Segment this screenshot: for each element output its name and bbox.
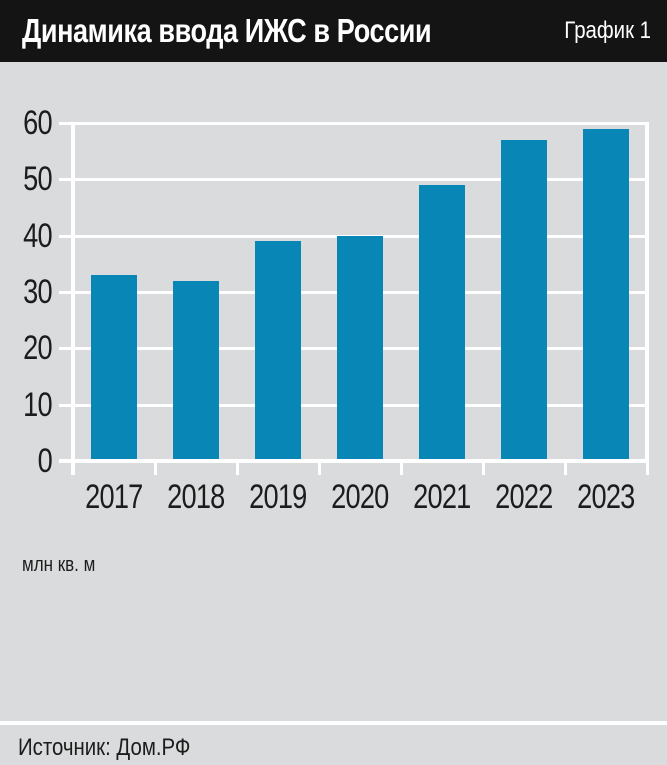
x-axis-label-text: 2020	[331, 478, 389, 516]
y-axis-label-text: 20	[23, 329, 52, 368]
y-axis-label-20: 20	[0, 331, 52, 365]
x-axis-label-text: 2019	[249, 478, 307, 516]
y-units-label: млн кв. м	[22, 554, 96, 576]
page-title-text: Динамика ввода ИЖС в России	[22, 12, 432, 49]
y-tick-60	[59, 122, 71, 125]
y-tick-50	[59, 178, 71, 182]
y-axis-line	[71, 123, 75, 475]
y-axis-label-40: 40	[0, 219, 52, 253]
y-axis-label-text: 40	[23, 216, 52, 255]
x-tick-3	[318, 459, 321, 475]
x-axis-label-text: 2017	[85, 478, 143, 516]
x-axis-label-text: 2021	[413, 478, 471, 516]
y-axis-label-text: 0	[37, 442, 53, 480]
y-axis-label-text: 30	[23, 273, 52, 311]
x-axis-line	[59, 459, 649, 463]
bar-2021	[419, 185, 465, 461]
gridline-50	[71, 178, 649, 182]
y-tick-20	[59, 347, 71, 351]
x-axis-label-2022: 2022	[483, 480, 565, 514]
x-axis-label-2018: 2018	[155, 480, 237, 514]
x-tick-4	[400, 459, 403, 475]
x-axis-label-text: 2022	[495, 478, 553, 516]
x-axis-label-2017: 2017	[73, 480, 155, 514]
bar-2020	[337, 236, 383, 461]
y-tick-30	[59, 291, 71, 294]
x-tick-5	[482, 459, 485, 475]
page-title: Динамика ввода ИЖС в России	[22, 0, 521, 62]
y-tick-10	[59, 403, 71, 407]
x-tick-2	[236, 459, 239, 475]
x-tick-7	[646, 459, 649, 475]
x-axis-label-text: 2023	[577, 478, 635, 516]
bar-2022	[501, 140, 547, 461]
x-axis-label-2020: 2020	[319, 480, 401, 514]
bar-2017	[91, 275, 137, 461]
x-tick-6	[564, 459, 567, 475]
y-axis-label-50: 50	[0, 162, 52, 196]
y-axis-label-30: 30	[0, 275, 52, 309]
y-axis-label-60: 60	[0, 106, 52, 140]
bar-2023	[583, 129, 629, 461]
chart-number-badge: График 1	[549, 0, 651, 62]
y-axis-label-10: 10	[0, 388, 52, 422]
source-label: Источник: Дом.РФ	[18, 734, 191, 761]
gridline-60	[71, 122, 649, 125]
plot-right-border	[645, 123, 649, 463]
y-axis-label-text: 60	[23, 104, 52, 142]
chart-number-text: График 1	[564, 17, 651, 44]
bar-2019	[255, 241, 301, 461]
y-axis-label-0: 0	[0, 442, 53, 480]
x-tick-0	[72, 459, 75, 475]
x-axis-label-text: 2018	[167, 478, 225, 516]
y-axis-label-text: 10	[23, 385, 52, 424]
y-tick-40	[59, 234, 71, 238]
footer-divider	[0, 721, 667, 725]
x-axis-label-2019: 2019	[237, 480, 319, 514]
x-axis-label-2021: 2021	[401, 480, 483, 514]
chart-header: Динамика ввода ИЖС в России График 1	[0, 0, 667, 62]
y-axis-label-text: 50	[23, 160, 52, 199]
x-tick-1	[154, 459, 157, 475]
x-axis-label-2023: 2023	[565, 480, 647, 514]
bar-2018	[173, 281, 219, 461]
